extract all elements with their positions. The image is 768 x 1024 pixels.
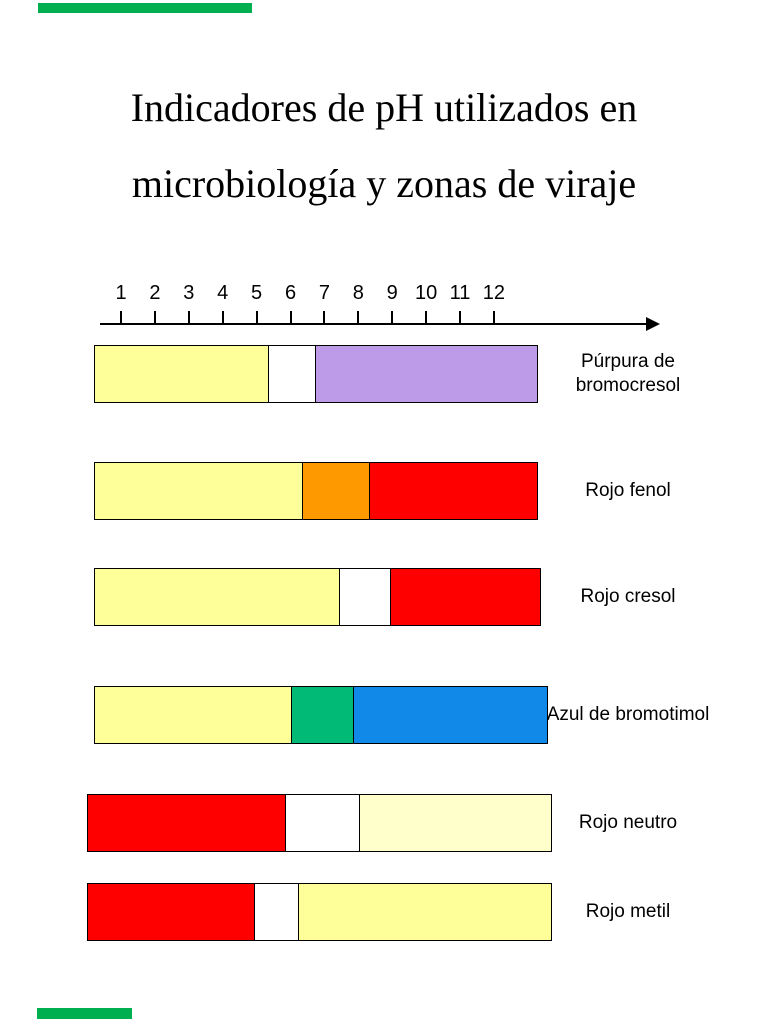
axis-tick-label: 5 <box>251 282 263 304</box>
indicator-label: Rojo metil <box>585 901 671 922</box>
segment-yellow <box>94 346 268 402</box>
axis-tick-label: 7 <box>318 282 330 304</box>
axis-tick-mark <box>255 311 258 324</box>
axis-tick-mark <box>120 311 122 324</box>
indicator-bar-1 <box>93 345 538 403</box>
axis-tick-mark <box>357 311 360 324</box>
indicator-bar-6 <box>87 883 552 941</box>
axis-tick-label: 3 <box>183 282 195 304</box>
axis-line <box>100 323 648 325</box>
axis-tick-mark <box>391 311 394 324</box>
axis-tick-mark <box>289 311 292 324</box>
indicator-bar-4 <box>93 686 549 744</box>
segment-white <box>338 569 390 625</box>
segment-white <box>267 346 316 402</box>
segment-red <box>88 795 285 851</box>
axis-tick-label: 2 <box>149 282 161 304</box>
title-line-1: Indicadores de pH utilizados en <box>130 85 638 130</box>
segment-white <box>284 795 360 851</box>
axis-tick-label: 11 <box>449 282 471 304</box>
segment-yellow <box>298 884 551 940</box>
indicator-label: Rojo cresol <box>580 586 676 607</box>
segment-green <box>291 687 353 743</box>
segment-red <box>369 463 537 519</box>
segment-yellow <box>94 687 292 743</box>
indicator-label: Azul de bromotimol <box>546 704 710 725</box>
top-green-strip <box>38 3 252 13</box>
axis-tick-label: 10 <box>414 282 438 304</box>
indicator-label: Rojo fenol <box>585 480 671 501</box>
axis-tick-mark <box>459 311 461 324</box>
segment-red <box>88 884 255 940</box>
bottom-green-strip <box>37 1008 132 1019</box>
segment-pale-yellow <box>359 795 551 851</box>
axis-tick-mark <box>153 311 156 324</box>
page-title: Indicadores de pH utilizados en microbio… <box>0 70 768 222</box>
indicator-label: Púrpura de bromocresol <box>575 351 681 396</box>
axis-tick-label: 4 <box>217 282 229 304</box>
segment-yellow <box>94 569 339 625</box>
axis-tick-mark <box>492 311 495 324</box>
axis-tick-label: 1 <box>115 282 127 304</box>
axis-tick-mark <box>187 311 190 324</box>
indicator-bar-2 <box>93 462 538 520</box>
axis-tick-mark <box>323 311 326 324</box>
axis-arrow-icon <box>646 317 660 331</box>
segment-yellow <box>94 463 302 519</box>
segment-white <box>254 884 299 940</box>
axis-tick-label: 8 <box>352 282 364 304</box>
segment-red <box>389 569 541 625</box>
indicator-label: Rojo neutro <box>578 812 678 833</box>
indicator-bar-5 <box>87 794 552 852</box>
axis-tick-label: 6 <box>284 282 297 304</box>
segment-blue <box>352 687 548 743</box>
axis-tick-label: 12 <box>482 282 506 304</box>
indicator-bar-3 <box>93 568 542 626</box>
title-line-2: microbiología y zonas de viraje <box>131 161 637 206</box>
segment-purple <box>315 346 537 402</box>
segment-orange <box>301 463 370 519</box>
axis-tick-mark <box>425 311 428 324</box>
axis-tick-label: 9 <box>386 282 398 304</box>
axis-tick-mark <box>221 311 224 324</box>
